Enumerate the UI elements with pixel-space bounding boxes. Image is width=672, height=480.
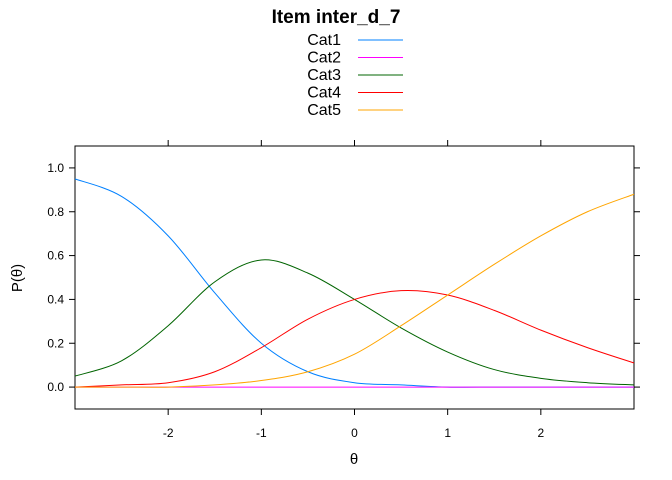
series-lines: [74, 178, 635, 388]
x-tick-label: -1: [256, 426, 267, 440]
legend-label-cat2: Cat2: [307, 50, 341, 67]
legend-label-cat5: Cat5: [307, 102, 341, 119]
y-tick-label: 0.4: [47, 292, 64, 306]
x-axis-title: θ: [350, 451, 358, 468]
legend-label-cat3: Cat3: [307, 67, 341, 84]
y-axis: 0.0 0.2 0.4 0.6 0.8 1.0: [47, 161, 640, 394]
series-line-cat3: [74, 259, 635, 386]
x-tick-label: -2: [163, 426, 174, 440]
y-tick-label: 0.8: [47, 205, 64, 219]
y-axis-title: P(θ): [9, 264, 26, 292]
legend-label-cat4: Cat4: [307, 85, 341, 102]
x-axis: -2 -1 0 1 2: [163, 140, 544, 440]
chart-title: Item inter_d_7: [272, 7, 401, 28]
y-tick-label: 0.6: [47, 249, 64, 263]
x-tick-label: 1: [444, 426, 451, 440]
series-line-cat4: [74, 289, 635, 388]
y-tick-label: 0.0: [47, 380, 64, 394]
y-tick-label: 0.2: [47, 336, 64, 350]
legend-label-cat1: Cat1: [307, 32, 341, 49]
series-line-cat1: [74, 178, 634, 388]
series-line-cat5: [74, 193, 635, 388]
y-tick-label: 1.0: [47, 161, 64, 175]
plot-frame: [74, 145, 635, 410]
x-tick-label: 2: [537, 426, 544, 440]
x-tick-label: 0: [351, 426, 358, 440]
